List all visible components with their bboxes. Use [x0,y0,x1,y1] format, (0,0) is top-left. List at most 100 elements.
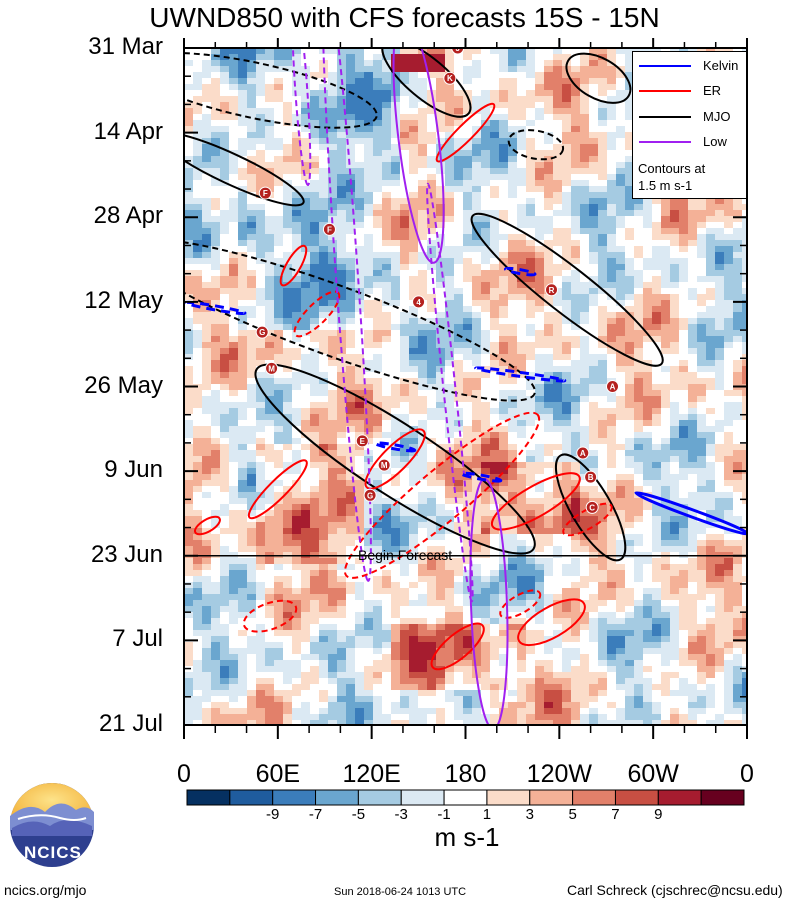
field-cell [490,222,499,228]
field-cell [697,312,706,318]
field-cell [346,132,355,138]
field-cell [373,522,382,528]
field-cell [346,564,355,570]
field-cell [337,270,346,276]
field-cell [193,426,202,432]
field-cell [355,396,364,402]
field-cell [598,648,607,654]
field-cell [211,636,220,642]
field-cell [715,276,724,282]
field-cell [355,624,364,630]
field-cell [472,246,481,252]
field-cell [634,570,643,576]
field-cell [625,462,634,468]
field-cell [337,582,346,588]
field-cell [436,504,445,510]
field-cell [706,336,715,342]
field-cell [265,486,274,492]
field-cell [562,84,571,90]
field-cell [715,510,724,516]
field-cell [346,300,355,306]
field-cell [661,306,670,312]
field-cell [238,258,247,264]
field-cell [337,396,346,402]
field-cell [598,360,607,366]
field-cell [328,174,337,180]
field-cell [400,72,409,78]
field-cell [184,168,193,174]
field-cell [400,324,409,330]
field-cell [706,360,715,366]
field-cell [463,480,472,486]
field-cell [508,618,517,624]
field-cell [265,510,274,516]
field-cell [571,432,580,438]
field-cell [472,564,481,570]
field-cell [400,246,409,252]
field-cell [247,216,256,222]
field-cell [184,60,193,66]
field-cell [535,84,544,90]
field-cell [607,408,616,414]
field-cell [517,600,526,606]
field-cell [580,546,589,552]
field-cell [499,594,508,600]
field-cell [472,384,481,390]
field-cell [643,282,652,288]
field-cell [445,636,454,642]
field-cell [418,456,427,462]
field-cell [229,264,238,270]
field-cell [535,234,544,240]
field-cell [346,408,355,414]
field-cell [526,60,535,66]
field-cell [283,582,292,588]
field-cell [391,216,400,222]
field-cell [202,318,211,324]
field-cell [328,420,337,426]
field-cell [688,408,697,414]
field-cell [535,252,544,258]
field-cell [454,180,463,186]
field-cell [571,336,580,342]
field-cell [202,528,211,534]
field-cell [328,498,337,504]
field-cell [625,648,634,654]
field-cell [481,174,490,180]
field-cell [490,456,499,462]
field-cell [670,378,679,384]
field-cell [283,516,292,522]
field-cell [328,102,337,108]
field-cell [490,234,499,240]
field-cell [247,546,256,552]
field-cell [706,438,715,444]
field-cell [409,624,418,630]
field-cell [544,522,553,528]
field-cell [202,162,211,168]
field-cell [697,348,706,354]
field-cell [391,54,400,60]
field-cell [544,102,553,108]
field-cell [508,288,517,294]
field-cell [688,240,697,246]
field-cell [697,630,706,636]
field-cell [625,174,634,180]
field-cell [292,528,301,534]
field-cell [679,546,688,552]
field-cell [634,330,643,336]
field-cell [706,558,715,564]
field-cell [229,48,238,54]
field-cell [481,546,490,552]
field-cell [256,120,265,126]
field-cell [544,564,553,570]
field-cell [319,306,328,312]
field-cell [697,624,706,630]
field-cell [580,576,589,582]
field-cell [265,522,274,528]
field-cell [355,222,364,228]
field-cell [481,288,490,294]
field-cell [292,258,301,264]
field-cell [481,222,490,228]
field-cell [472,576,481,582]
field-cell [364,516,373,522]
field-cell [517,480,526,486]
